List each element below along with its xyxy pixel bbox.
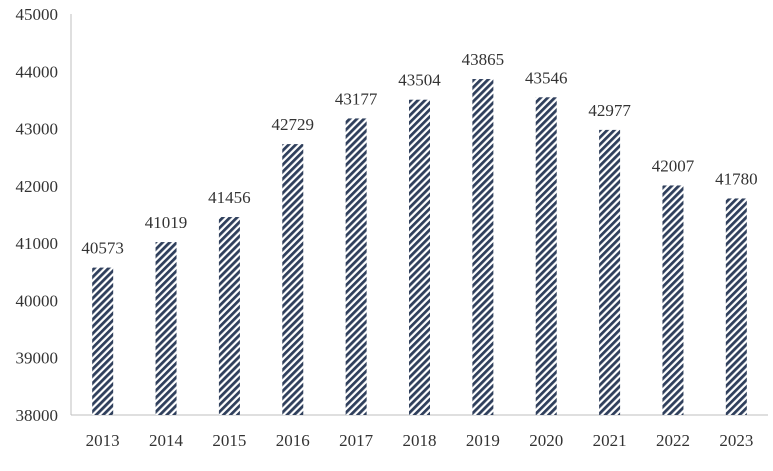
y-tick-label: 43000 xyxy=(16,120,59,139)
x-tick-label-2016: 2016 xyxy=(276,431,310,450)
data-label-2021: 42977 xyxy=(588,101,631,120)
y-tick-label: 39000 xyxy=(16,349,59,368)
data-label-2014: 41019 xyxy=(145,213,188,232)
y-tick-label: 42000 xyxy=(16,177,59,196)
bar-2023 xyxy=(725,198,747,415)
x-tick-label-2021: 2021 xyxy=(593,431,627,450)
bar-2020 xyxy=(535,97,557,415)
bar-2018 xyxy=(409,99,430,415)
data-label-2022: 42007 xyxy=(652,156,695,175)
x-tick-label-2014: 2014 xyxy=(149,431,184,450)
x-tick-label-2019: 2019 xyxy=(466,431,500,450)
y-axis-tick-labels: 38000 39000 40000 41000 42000 43000 44000 45000 xyxy=(16,5,59,425)
y-tick-label: 44000 xyxy=(16,62,59,81)
data-label-2019: 43865 xyxy=(462,50,505,69)
x-tick-label-2017: 2017 xyxy=(339,431,374,450)
x-axis-tick-labels: 2013 2014 2015 2016 2017 2018 2019 2020 2021 2022… xyxy=(86,431,754,450)
y-tick-label: 40000 xyxy=(16,291,59,310)
x-tick-label-2018: 2018 xyxy=(403,431,437,450)
y-tick-label: 41000 xyxy=(16,234,59,253)
bar-2014 xyxy=(155,242,177,415)
data-label-group: 40573 41019 41456 42729 43177 43504 43865 43546… xyxy=(81,50,757,258)
data-label-2016: 42729 xyxy=(272,115,315,134)
x-tick-label-2022: 2022 xyxy=(656,431,690,450)
bar-2017 xyxy=(345,118,367,415)
bar-2013 xyxy=(92,267,114,415)
bar-2019 xyxy=(472,79,494,415)
bar-2016 xyxy=(282,144,304,415)
data-label-2020: 43546 xyxy=(525,68,568,87)
data-label-2015: 41456 xyxy=(208,188,251,207)
bar-2021 xyxy=(599,129,621,415)
x-tick-label-2023: 2023 xyxy=(719,431,753,450)
bar-2022 xyxy=(662,185,684,415)
data-label-2013: 40573 xyxy=(81,239,124,258)
bar-series xyxy=(92,79,747,415)
y-tick-label: 38000 xyxy=(16,406,59,425)
y-tick-label: 45000 xyxy=(16,5,59,24)
data-label-2023: 41780 xyxy=(715,169,758,188)
x-tick-label-2015: 2015 xyxy=(212,431,246,450)
data-label-2018: 43504 xyxy=(398,71,441,90)
x-tick-label-2013: 2013 xyxy=(86,431,120,450)
bar-2015 xyxy=(218,217,240,415)
x-tick-label-2020: 2020 xyxy=(529,431,563,450)
data-label-2017: 43177 xyxy=(335,89,378,108)
